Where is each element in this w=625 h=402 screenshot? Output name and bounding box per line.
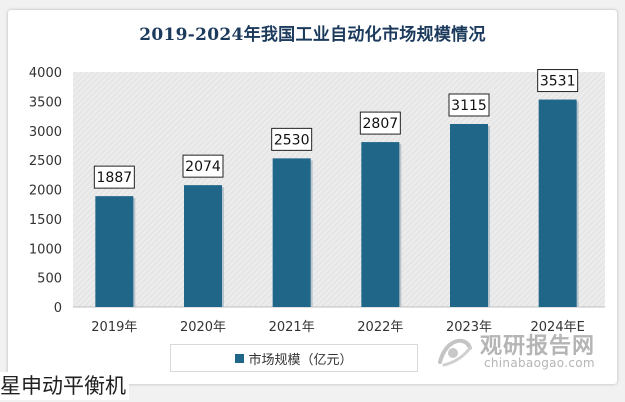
data-label: 3531 — [540, 74, 576, 90]
y-tick-label: 4000 — [29, 66, 62, 81]
y-tick-label: 3500 — [29, 95, 62, 110]
chart-title: 2019-2024年我国工业自动化市场规模情况 — [139, 25, 486, 45]
x-tick-label: 2022年 — [357, 320, 403, 335]
legend: 市场规模（亿元） — [170, 344, 418, 372]
x-tick-label: 2021年 — [269, 320, 315, 335]
bar — [538, 99, 577, 308]
plot-area — [73, 72, 605, 307]
legend-swatch — [235, 353, 245, 363]
y-tick-label: 500 — [37, 272, 62, 287]
legend-label: 市场规模（亿元） — [248, 352, 353, 368]
data-label: 1887 — [97, 170, 133, 186]
bar — [361, 142, 400, 307]
x-axis: 2019年 2020年 2021年 2022年 2023年 2024年E — [91, 320, 585, 335]
caption-text: 星申动平衡机 — [0, 372, 129, 400]
bar — [184, 185, 222, 307]
y-tick-label: 1500 — [29, 213, 62, 228]
x-tick-label: 2023年 — [446, 320, 492, 335]
bar-series — [95, 99, 579, 308]
data-label-box — [537, 69, 579, 93]
watermark-name: 观研报告网 — [480, 334, 596, 359]
data-labels: 1887 2074 2530 2807 3115 3531 — [93, 69, 579, 189]
watermark: 观研报告网 chinabaogao.com — [436, 324, 606, 374]
data-label: 2530 — [274, 132, 310, 148]
bar — [95, 196, 134, 307]
watermark-url: chinabaogao.com — [484, 356, 595, 370]
bar — [450, 123, 488, 308]
data-label: 2074 — [185, 159, 221, 175]
data-label-box — [271, 127, 313, 151]
y-tick-label: 3000 — [29, 125, 62, 140]
y-tick-label: 0 — [54, 301, 62, 316]
data-label: 3115 — [451, 98, 487, 114]
y-axis: 0 500 1000 1500 2000 2500 3000 3500 4000 — [29, 66, 62, 316]
x-tick-label: 2020年 — [180, 320, 226, 335]
bar — [272, 158, 311, 307]
y-tick-label: 1000 — [29, 242, 62, 257]
y-tick-label: 2000 — [29, 184, 62, 199]
y-tick-label: 2500 — [29, 154, 62, 169]
x-tick-label: 2019年 — [91, 320, 137, 335]
watermark-logo-icon — [438, 338, 472, 367]
data-label-box — [93, 165, 135, 189]
x-tick-label: 2024年E — [531, 320, 585, 335]
data-label: 2807 — [363, 116, 399, 132]
data-label-box — [182, 154, 224, 178]
data-label-box — [359, 111, 401, 135]
data-label-box — [448, 93, 490, 117]
